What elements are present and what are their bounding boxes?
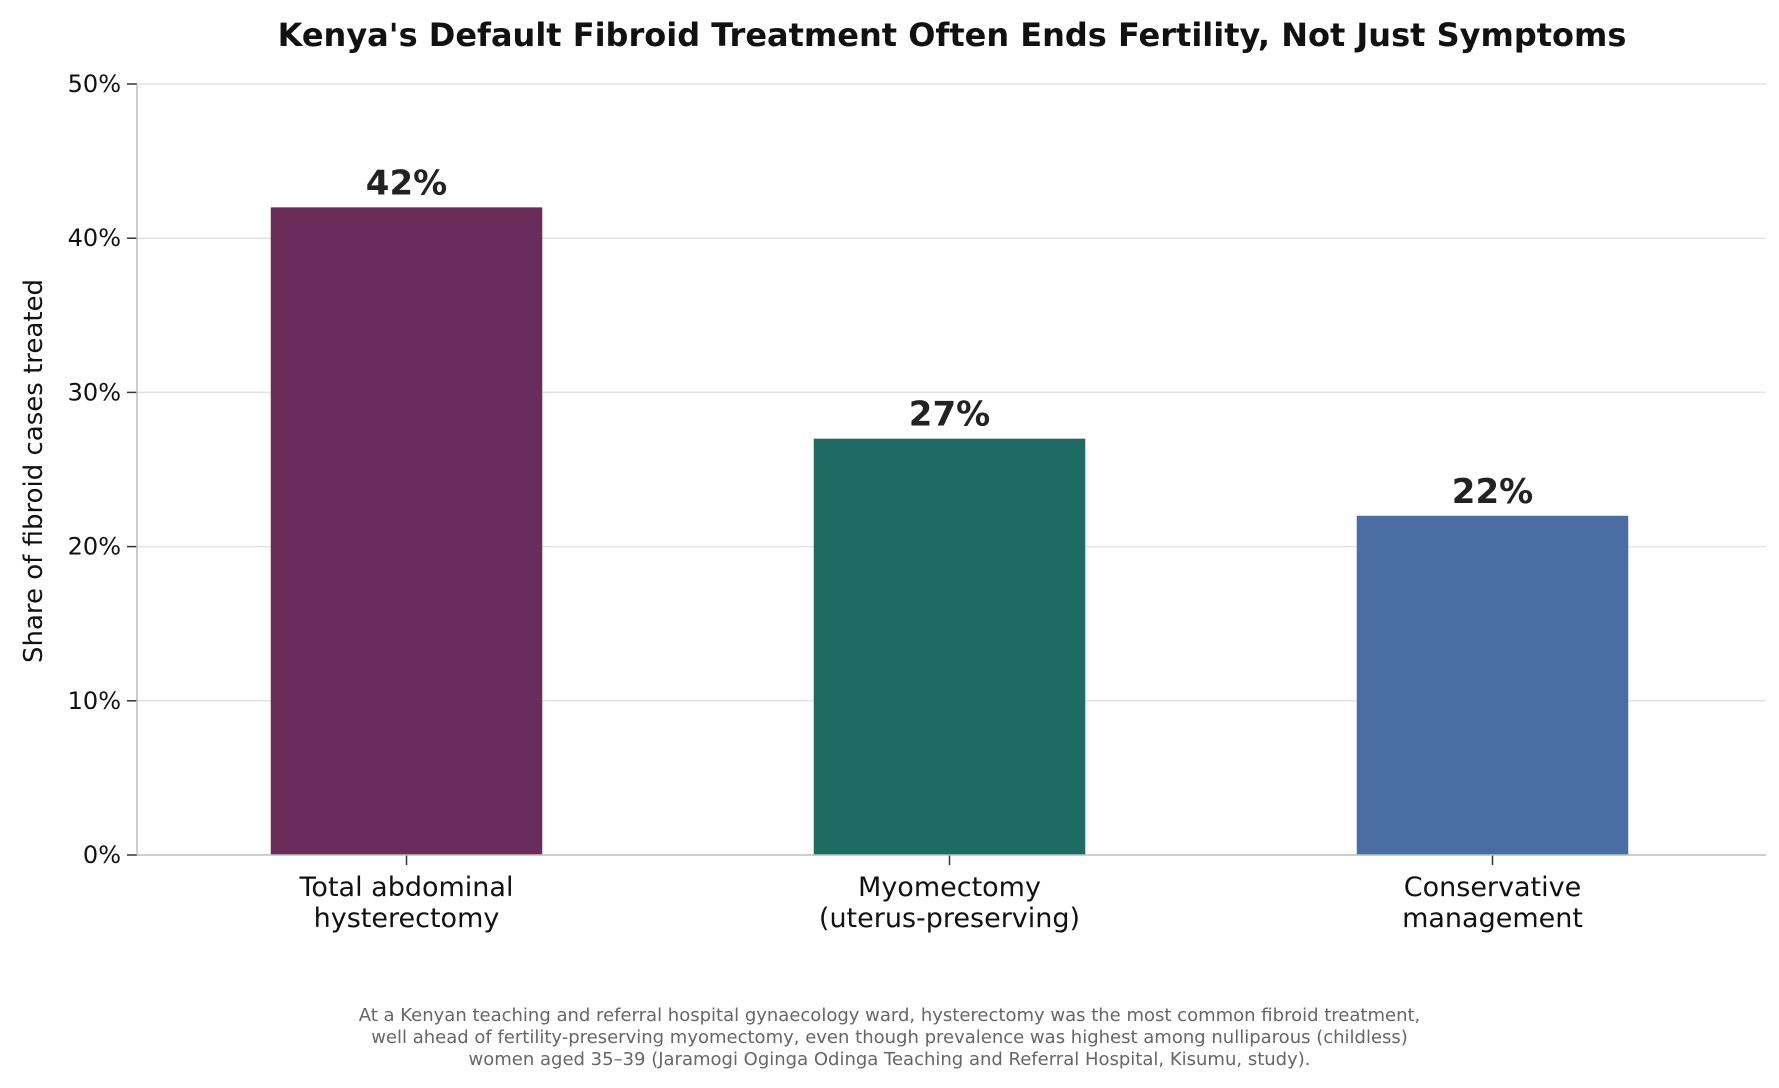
chart-title: Kenya's Default Fibroid Treatment Often … — [278, 16, 1627, 54]
y-tick-label: 30% — [68, 378, 121, 406]
y-tick-label: 20% — [68, 533, 121, 561]
axes — [127, 83, 1766, 865]
y-tick-label: 40% — [68, 224, 121, 252]
x-tick-label: Conservative — [1404, 872, 1581, 903]
x-tick-label: (uterus-preserving) — [819, 903, 1080, 934]
chart-caption: At a Kenyan teaching and referral hospit… — [0, 1005, 1779, 1071]
y-tick-label: 0% — [83, 841, 121, 869]
labels: 0% 10% 20% 30% 40% 50% 42% Total abdominalhyste… — [68, 70, 1583, 934]
x-tick-label: Total abdominal — [299, 872, 514, 903]
bar — [1356, 515, 1629, 855]
x-tick-label: hysterectomy — [314, 903, 500, 934]
bar — [270, 207, 543, 856]
y-tick-label: 10% — [68, 687, 121, 715]
x-tick-label: management — [1402, 903, 1583, 934]
bar — [813, 438, 1086, 855]
bar-value-label: 27% — [909, 395, 990, 435]
bar-value-label: 42% — [366, 163, 447, 203]
caption-line: At a Kenyan teaching and referral hospit… — [358, 1005, 1421, 1026]
y-tick-label: 50% — [68, 70, 121, 98]
x-tick-label: Myomectomy — [858, 872, 1041, 903]
y-axis-label: Share of fibroid cases treated — [19, 279, 49, 663]
bar-value-label: 22% — [1452, 472, 1533, 512]
caption-line: women aged 35–39 (Jaramogi Oginga Odinga… — [468, 1049, 1311, 1070]
bars — [270, 207, 1629, 856]
caption-line: well ahead of fertility-preserving myome… — [371, 1027, 1408, 1048]
